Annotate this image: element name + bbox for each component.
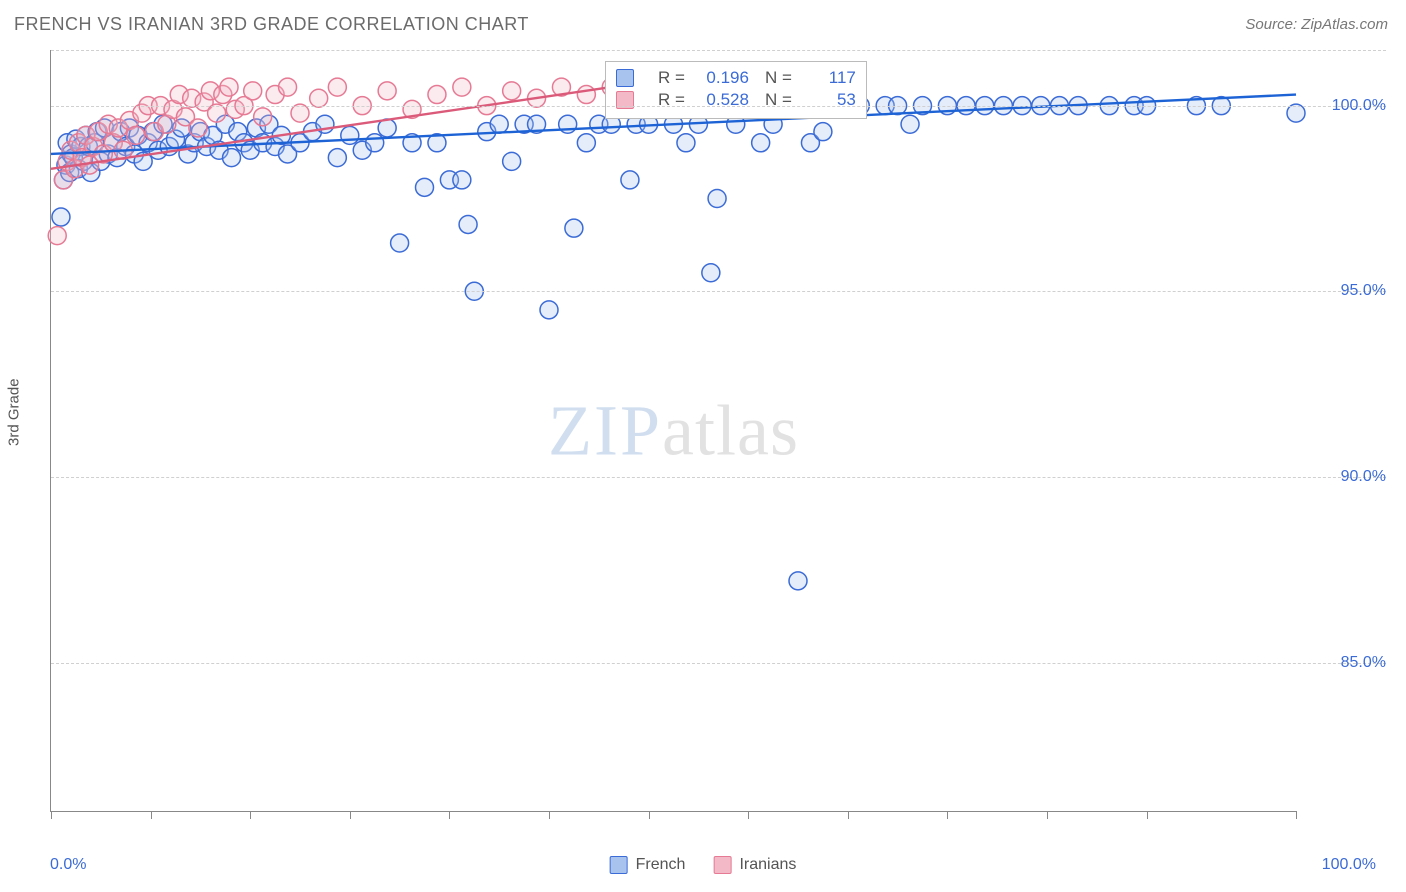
scatter-point-iranians bbox=[291, 104, 309, 122]
legend: French Iranians bbox=[610, 856, 797, 874]
x-tick bbox=[151, 811, 152, 819]
x-tick bbox=[549, 811, 550, 819]
legend-item-iranians: Iranians bbox=[713, 856, 796, 874]
legend-item-french: French bbox=[610, 856, 686, 874]
gridline bbox=[51, 50, 1386, 51]
x-tick bbox=[51, 811, 52, 819]
scatter-point-iranians bbox=[220, 78, 238, 96]
scatter-point-iranians bbox=[428, 86, 446, 104]
scatter-point-french bbox=[416, 178, 434, 196]
stats-r-label: R = bbox=[658, 90, 685, 110]
scatter-point-iranians bbox=[310, 89, 328, 107]
plot-svg bbox=[51, 50, 1296, 811]
scatter-point-iranians bbox=[378, 82, 396, 100]
y-tick-label: 90.0% bbox=[1341, 468, 1386, 486]
legend-label: Iranians bbox=[739, 856, 796, 873]
x-tick bbox=[1296, 811, 1297, 819]
x-tick bbox=[449, 811, 450, 819]
gridline bbox=[51, 106, 1386, 107]
scatter-point-french bbox=[621, 171, 639, 189]
scatter-point-iranians bbox=[189, 119, 207, 137]
stats-n-value: 53 bbox=[802, 90, 856, 110]
scatter-point-french bbox=[503, 152, 521, 170]
chart-title: FRENCH VS IRANIAN 3RD GRADE CORRELATION … bbox=[14, 14, 529, 35]
x-tick bbox=[1147, 811, 1148, 819]
x-axis-min-label: 0.0% bbox=[50, 856, 86, 874]
scatter-point-french bbox=[752, 134, 770, 152]
gridline bbox=[51, 291, 1386, 292]
source-attribution: Source: ZipAtlas.com bbox=[1245, 16, 1388, 33]
scatter-point-french bbox=[789, 572, 807, 590]
x-tick bbox=[848, 811, 849, 819]
scatter-point-iranians bbox=[244, 82, 262, 100]
stats-r-label: R = bbox=[658, 68, 685, 88]
scatter-point-french bbox=[702, 264, 720, 282]
stats-r-value: 0.528 bbox=[695, 90, 749, 110]
scatter-point-french bbox=[1287, 104, 1305, 122]
x-tick bbox=[1047, 811, 1048, 819]
gridline bbox=[51, 477, 1386, 478]
y-tick-label: 100.0% bbox=[1332, 97, 1386, 115]
scatter-point-french bbox=[328, 149, 346, 167]
x-axis-max-label: 100.0% bbox=[1322, 856, 1376, 874]
stats-swatch-french-icon bbox=[616, 69, 634, 87]
source-label: Source: bbox=[1245, 16, 1297, 33]
x-tick bbox=[350, 811, 351, 819]
scatter-point-french bbox=[52, 208, 70, 226]
scatter-point-french bbox=[814, 123, 832, 141]
legend-label: French bbox=[636, 856, 686, 873]
scatter-point-french bbox=[677, 134, 695, 152]
scatter-point-french bbox=[540, 301, 558, 319]
scatter-point-french bbox=[577, 134, 595, 152]
y-axis-label: 3rd Grade bbox=[6, 378, 23, 446]
stats-row-iranians: R = 0.528 N = 53 bbox=[616, 90, 856, 110]
scatter-point-french bbox=[708, 189, 726, 207]
stats-n-label: N = bbox=[765, 68, 792, 88]
scatter-point-iranians bbox=[48, 227, 66, 245]
scatter-point-french bbox=[565, 219, 583, 237]
scatter-point-iranians bbox=[503, 82, 521, 100]
scatter-point-french bbox=[391, 234, 409, 252]
scatter-point-iranians bbox=[254, 108, 272, 126]
x-tick bbox=[649, 811, 650, 819]
scatter-point-french bbox=[453, 171, 471, 189]
scatter-point-french bbox=[901, 115, 919, 133]
scatter-point-iranians bbox=[208, 104, 226, 122]
x-tick bbox=[250, 811, 251, 819]
scatter-point-french bbox=[459, 215, 477, 233]
gridline bbox=[51, 663, 1386, 664]
x-tick bbox=[748, 811, 749, 819]
y-tick-label: 95.0% bbox=[1341, 282, 1386, 300]
legend-swatch-iranians-icon bbox=[713, 856, 731, 874]
stats-n-label: N = bbox=[765, 90, 792, 110]
stats-n-value: 117 bbox=[802, 68, 856, 88]
scatter-point-iranians bbox=[328, 78, 346, 96]
scatter-point-french bbox=[341, 126, 359, 144]
scatter-point-french bbox=[366, 134, 384, 152]
source-name: ZipAtlas.com bbox=[1301, 16, 1388, 33]
y-tick-label: 85.0% bbox=[1341, 654, 1386, 672]
stats-r-value: 0.196 bbox=[695, 68, 749, 88]
stats-box: R = 0.196 N = 117 R = 0.528 N = 53 bbox=[605, 61, 867, 119]
scatter-point-french bbox=[223, 149, 241, 167]
legend-swatch-french-icon bbox=[610, 856, 628, 874]
scatter-point-iranians bbox=[279, 78, 297, 96]
x-tick bbox=[947, 811, 948, 819]
plot-area: ZIPatlas R =0.196N =117R =0.528N =53 85.… bbox=[50, 50, 1296, 812]
stats-row-french: R = 0.196 N = 117 bbox=[616, 68, 856, 88]
scatter-point-french bbox=[490, 115, 508, 133]
scatter-point-iranians bbox=[577, 86, 595, 104]
scatter-point-iranians bbox=[453, 78, 471, 96]
scatter-point-iranians bbox=[127, 126, 145, 144]
